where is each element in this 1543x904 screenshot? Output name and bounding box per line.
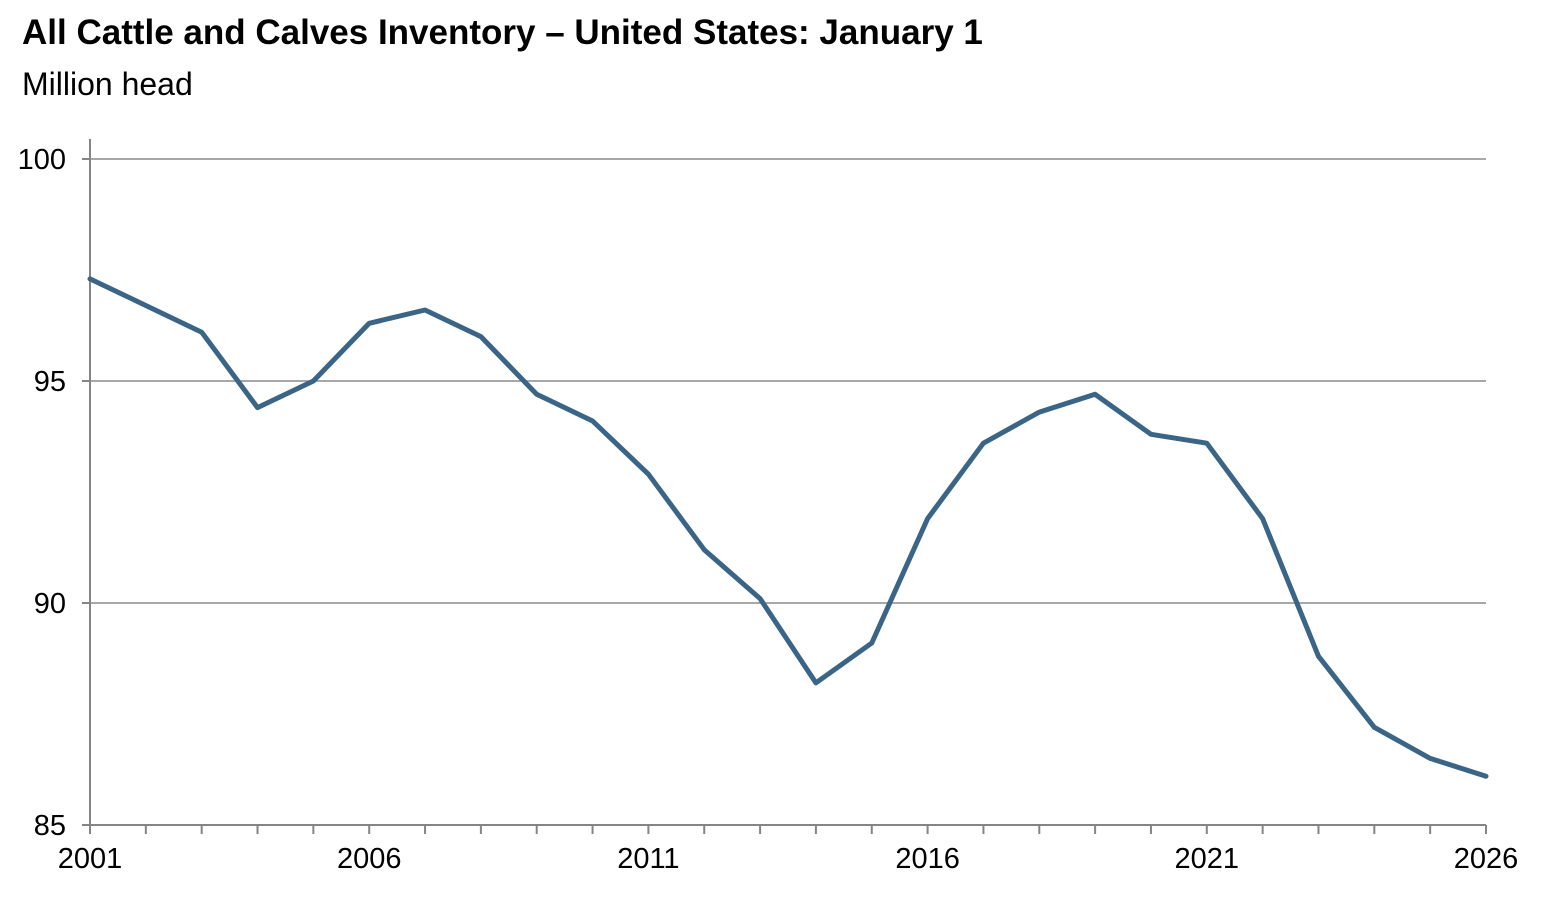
inventory-line — [87, 276, 1489, 779]
x-tick-label: 2011 — [617, 843, 679, 875]
x-tick-label: 2021 — [1175, 843, 1240, 875]
y-tick-label: 85 — [34, 810, 66, 842]
x-tick-label: 2026 — [1454, 843, 1519, 875]
y-tick-label: 95 — [34, 366, 66, 398]
x-tick-label: 2001 — [58, 843, 123, 875]
chart-units-label: Million head — [22, 66, 193, 102]
chart-title: All Cattle and Calves Inventory – United… — [22, 13, 983, 52]
x-tick-label: 2016 — [895, 843, 960, 875]
x-tick-label: 2006 — [337, 843, 402, 875]
y-tick-label: 100 — [18, 144, 66, 176]
y-tick-label: 90 — [34, 588, 66, 620]
